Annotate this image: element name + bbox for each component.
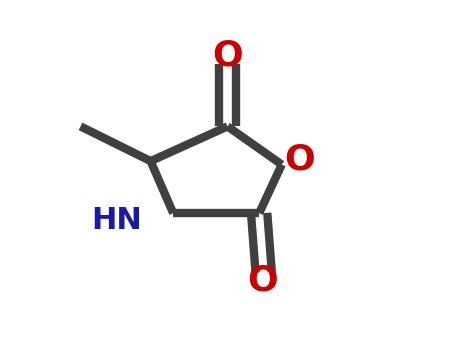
Text: O: O [284, 142, 315, 176]
Text: O: O [212, 38, 243, 72]
Text: O: O [248, 264, 278, 298]
Text: HN: HN [91, 206, 142, 234]
